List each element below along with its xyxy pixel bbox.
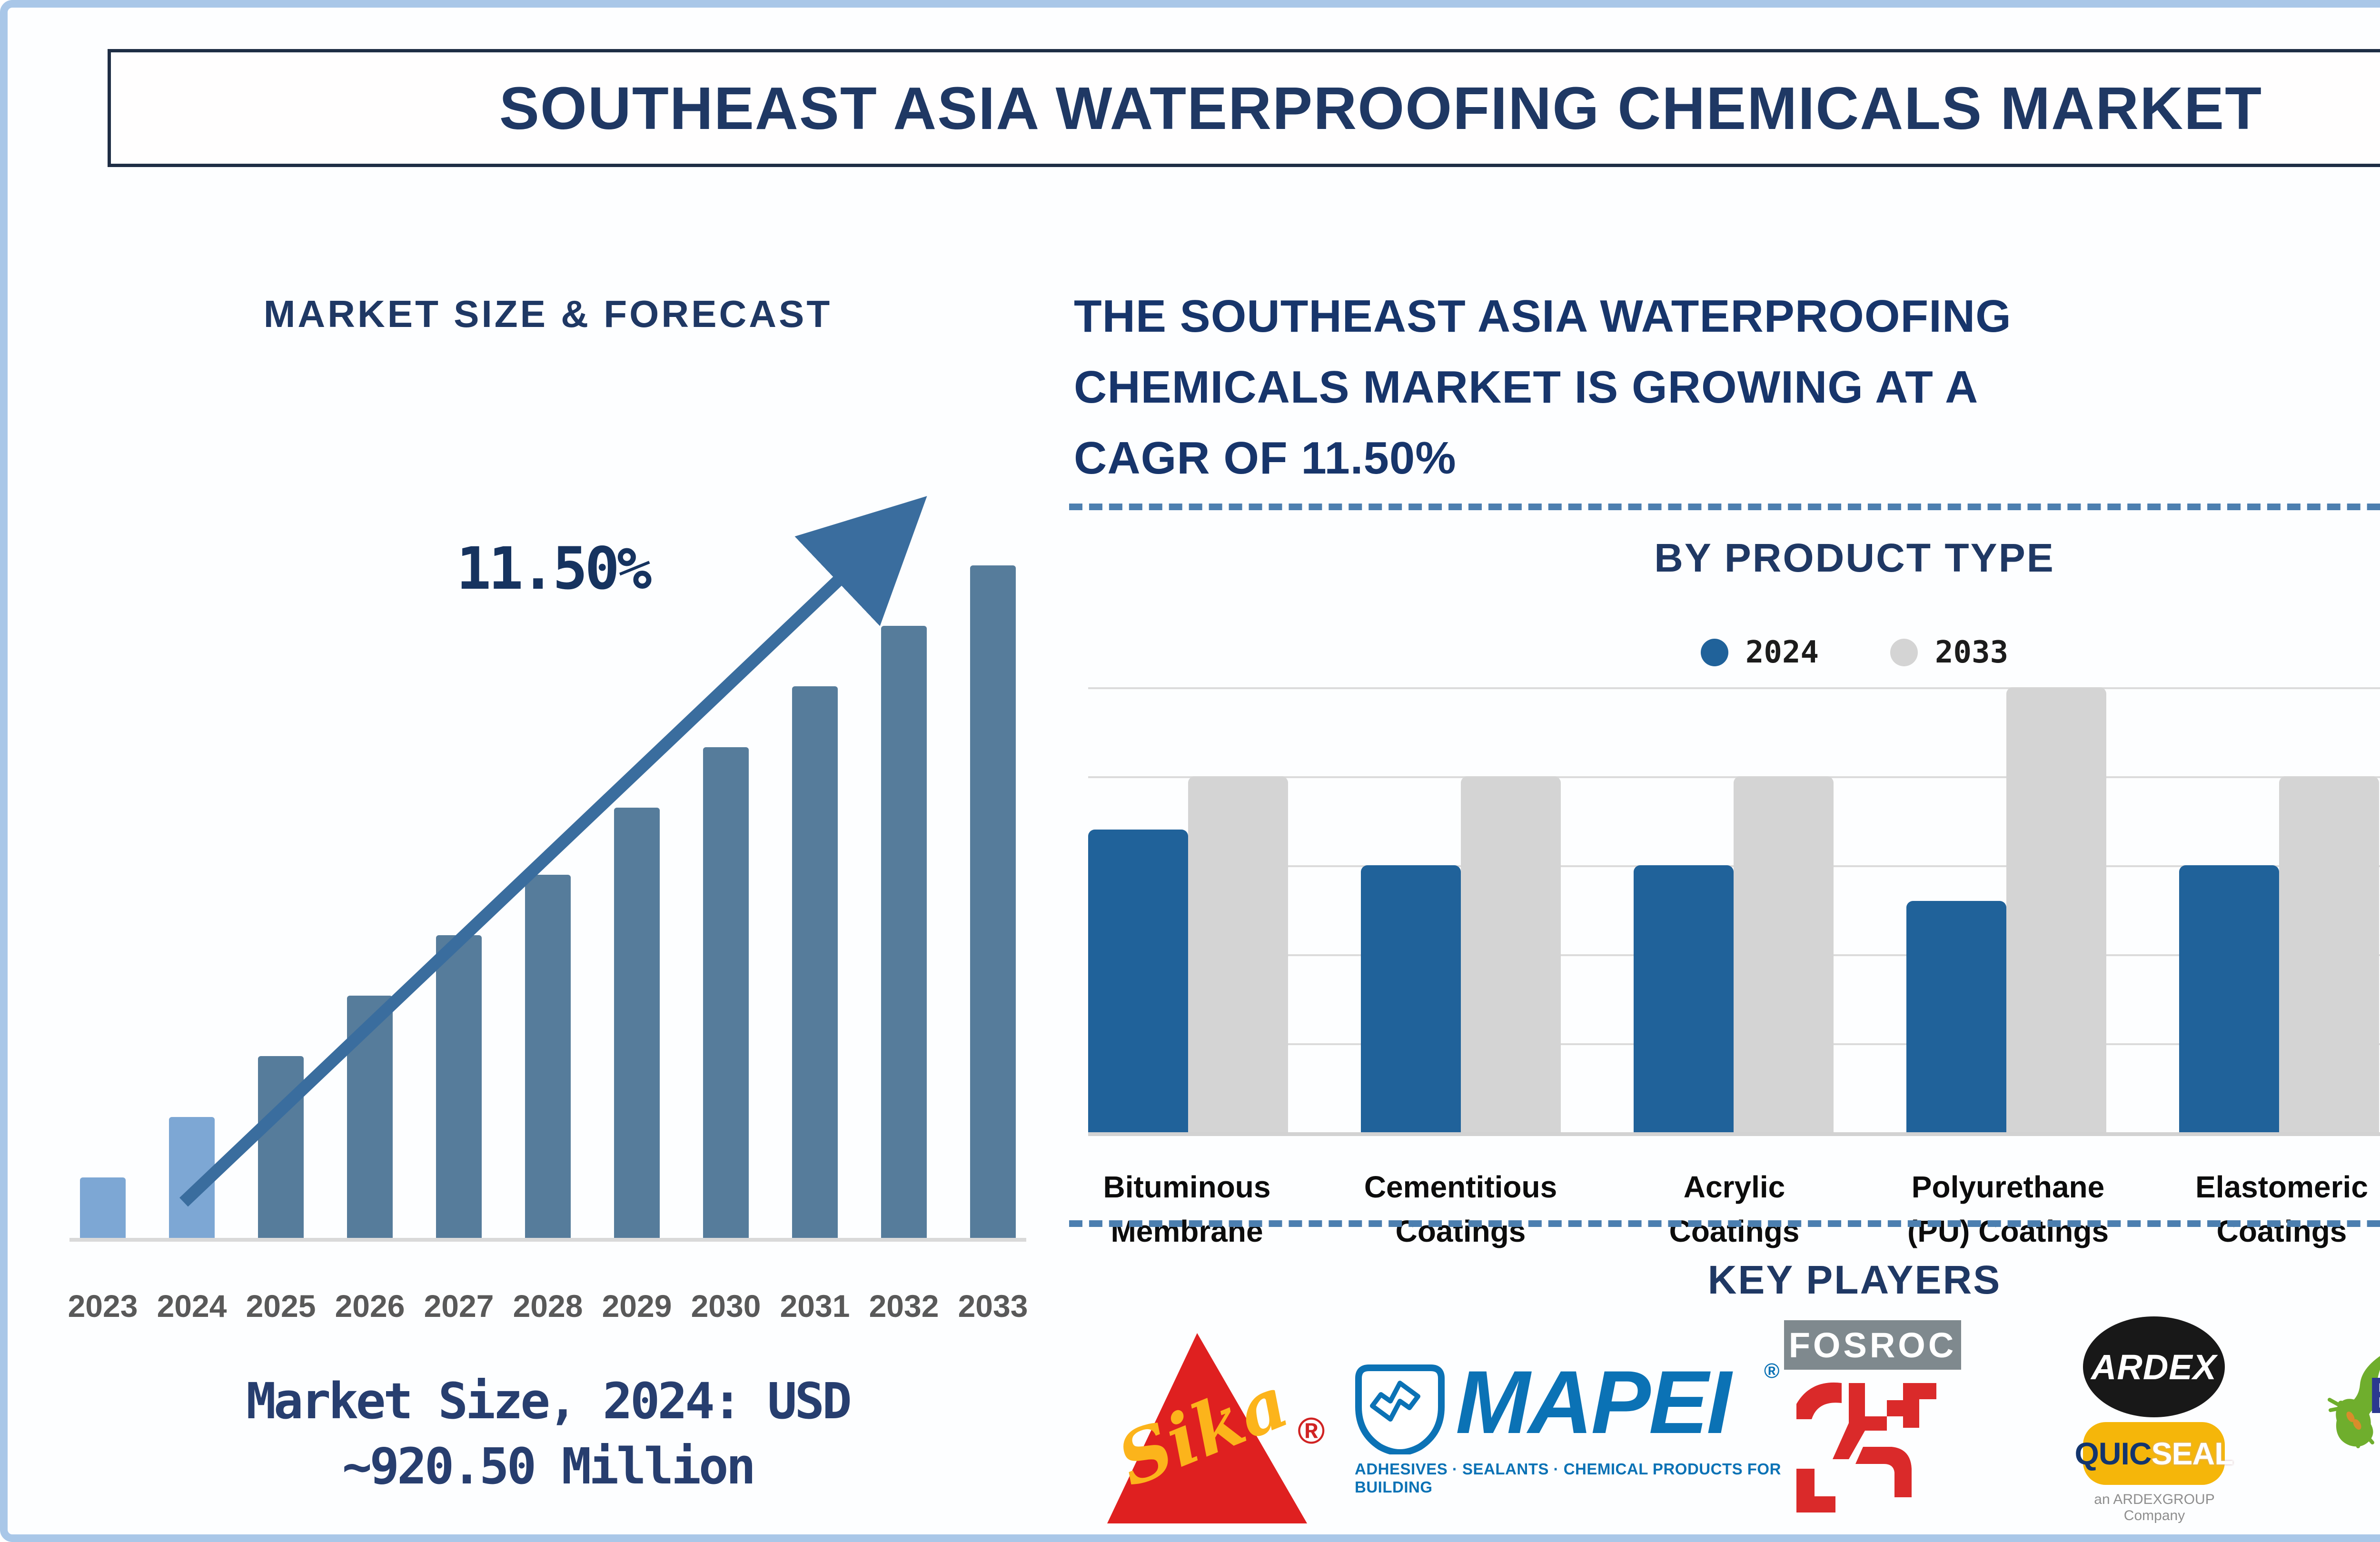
cagr-paragraph-line2: CHEMICALS MARKET IS GROWING AT A: [1074, 361, 1979, 413]
sika-registered-mark: ®: [1298, 1410, 1325, 1452]
sika-logo: Sika ®: [1106, 1333, 1325, 1523]
by-product-type-chart: [1088, 687, 2380, 1136]
mapei-registered-mark: ®: [1764, 1359, 1780, 1383]
market-size-forecast-heading: MARKET SIZE & FORECAST: [263, 293, 833, 335]
cagr-paragraph: THE SOUTHEAST ASIA WATERPROOFING CHEMICA…: [1074, 281, 2380, 494]
gridline: [1088, 1132, 2380, 1136]
gridline: [1088, 687, 2380, 689]
forecast-bar-2033: [970, 565, 1016, 1238]
fosroc-wordmark: FOSROC: [1788, 1325, 1957, 1365]
legend-label-2024: 2024: [1745, 635, 1819, 670]
forecast-year-label-2023: 2023: [68, 1288, 138, 1324]
legend-dot-2033: [1890, 639, 1918, 666]
quicseal-seal-text: SEAL: [2151, 1436, 2233, 1471]
product-chart-legend: 2024 2033: [1069, 635, 2380, 670]
forecast-year-label-2031: 2031: [780, 1288, 850, 1324]
quicseal-quic-text: QUIC: [2074, 1436, 2152, 1471]
forecast-bar-2027: [436, 935, 482, 1238]
bar-2024-cementitious-coatings: [1361, 865, 1461, 1132]
forecast-year-label-2030: 2030: [691, 1288, 761, 1324]
dashed-separator-bottom: [1069, 1220, 2380, 1227]
bar-2033-polyurethane-pu-coatings: [2006, 687, 2106, 1132]
forecast-bar-2032: [881, 626, 927, 1238]
forecast-year-labels: 2023 2024 2025 2026 2027 2028 2029 2030 2031 2032…: [68, 1288, 1028, 1324]
bostik-wordmark: BOSTIK: [2369, 1365, 2380, 1425]
product-bar-group-3: [1634, 776, 1838, 1132]
mapei-emblem-icon: [1355, 1364, 1445, 1454]
bar-2033-cementitious-coatings: [1461, 776, 1561, 1132]
forecast-year-label-2028: 2028: [513, 1288, 583, 1324]
page-title: SOUTHEAST ASIA WATERPROOFING CHEMICALS M…: [499, 74, 2263, 142]
fosroc-figure-icon: [1796, 1382, 1936, 1512]
title-banner: SOUTHEAST ASIA WATERPROOFING CHEMICALS M…: [108, 49, 2380, 167]
bostik-logo: BOSTIK: [2316, 1347, 2380, 1452]
forecast-bar-2030: [703, 747, 749, 1238]
forecast-bar-2029: [614, 808, 660, 1238]
product-category-label-5: Elastomeric Coatings: [2195, 1170, 2368, 1248]
forecast-cagr-label: 11.50%: [456, 535, 652, 603]
mapei-logo: MAPEI ® ADHESIVES · SEALANTS · CHEMICAL …: [1355, 1352, 1783, 1516]
bar-2033-bituminous-membrane: [1188, 776, 1288, 1132]
dashed-separator-top: [1069, 504, 2380, 510]
gridline: [1088, 776, 2380, 778]
forecast-year-label-2026: 2026: [335, 1288, 405, 1324]
forecast-year-label-2025: 2025: [246, 1288, 316, 1324]
mapei-tagline: ADHESIVES · SEALANTS · CHEMICAL PRODUCTS…: [1355, 1460, 1781, 1496]
legend-item-2033: 2033: [1890, 635, 2008, 670]
legend-item-2024: 2024: [1700, 635, 1819, 670]
bar-2024-elastomeric-coatings: [2179, 865, 2279, 1132]
ardex-oval-icon: ARDEX: [2083, 1316, 2225, 1417]
market-size-forecast-chart: [69, 531, 1026, 1242]
forecast-year-label-2033: 2033: [958, 1288, 1028, 1324]
legend-label-2033: 2033: [1935, 635, 2009, 670]
market-size-note-line1: Market Size, 2024: USD: [246, 1372, 852, 1430]
ardex-wordmark: ARDEX: [2091, 1347, 2217, 1387]
key-players-heading: KEY PLAYERS: [1707, 1257, 2002, 1302]
forecast-bar-2023: [80, 1177, 126, 1238]
bostik-gecko-icon: [2328, 1356, 2380, 1448]
bar-2024-polyurethane-pu-coatings: [1906, 901, 2006, 1132]
bar-2033-acrylic-coatings: [1734, 776, 1834, 1132]
forecast-year-label-2032: 2032: [869, 1288, 939, 1324]
cagr-paragraph-line1: THE SOUTHEAST ASIA WATERPROOFING: [1074, 291, 2012, 342]
quicseal-badge: QUIC SEAL: [2074, 1422, 2234, 1485]
by-product-type-heading: BY PRODUCT TYPE: [1654, 535, 2055, 580]
forecast-year-label-2029: 2029: [602, 1288, 672, 1324]
bar-2033-elastomeric-coatings: [2279, 776, 2379, 1132]
forecast-bar-2028: [525, 875, 571, 1238]
market-size-note: Market Size, 2024: USD ~920.50 Million: [69, 1369, 1026, 1500]
product-bar-group-5: [2179, 776, 2380, 1132]
bar-2024-acrylic-coatings: [1634, 865, 1734, 1132]
ardex-quicseal-logo: ARDEX QUIC SEAL an ARDEXGROUP Company: [2074, 1316, 2234, 1523]
ardex-company-line: an ARDEXGROUP Company: [2094, 1492, 2215, 1523]
forecast-x-axis: [69, 1238, 1026, 1242]
product-category-label-2: Cementitious Coatings: [1364, 1170, 1557, 1248]
mapei-wordmark: MAPEI: [1456, 1352, 1731, 1452]
product-category-label-1: Bituminous Membrane: [1103, 1170, 1271, 1248]
legend-dot-2024: [1700, 639, 1728, 666]
product-category-labels: Bituminous Membrane Cementitious Coatings Ac…: [1050, 1165, 2380, 1254]
market-size-note-line2: ~920.50 Million: [342, 1437, 756, 1496]
fosroc-box: FOSROC: [1784, 1320, 1961, 1370]
product-chart-bars: [1088, 687, 2380, 1132]
cagr-paragraph-line3: CAGR OF 11.50%: [1074, 432, 1457, 484]
product-bar-group-2: [1361, 776, 1565, 1132]
forecast-year-label-2024: 2024: [157, 1288, 227, 1324]
product-category-label-3: Acrylic Coatings: [1669, 1170, 1800, 1248]
forecast-bar-2025: [258, 1056, 304, 1238]
trend-arrow: [179, 496, 927, 1207]
forecast-bars: [80, 531, 1016, 1238]
forecast-bar-2031: [792, 686, 838, 1238]
bar-2024-bituminous-membrane: [1088, 830, 1188, 1132]
product-category-label-4: Polyurethane (PU) Coatings: [1907, 1170, 2109, 1248]
forecast-year-label-2027: 2027: [424, 1288, 494, 1324]
product-bar-group-1: [1088, 776, 1292, 1132]
product-bar-group-4: [1906, 687, 2111, 1132]
fosroc-logo: FOSROC: [1784, 1320, 1961, 1520]
